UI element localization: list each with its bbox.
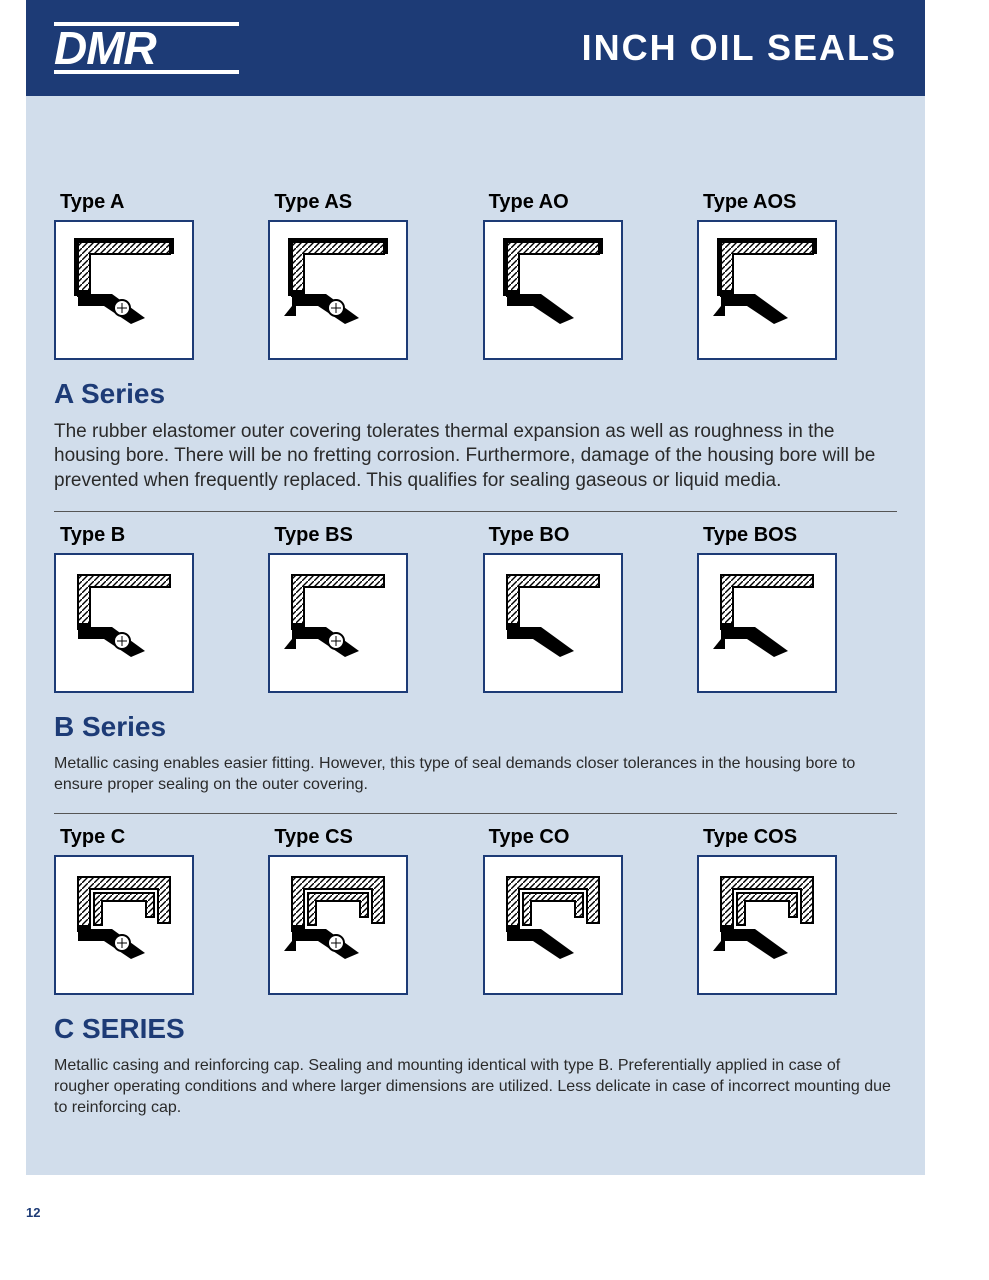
type-column: Type AOS	[697, 191, 897, 360]
series-a-type-row: Type A Type AS	[54, 191, 897, 360]
content-area: DMR INCH OIL SEALS Type A Type AS	[26, 0, 925, 1175]
section-divider	[54, 813, 897, 814]
seal-diagram-icon	[483, 855, 623, 995]
type-label: Type B	[60, 524, 254, 547]
series-b-type-row: Type B Type BS	[54, 524, 897, 693]
type-label: Type AS	[274, 191, 468, 214]
type-column: Type BOS	[697, 524, 897, 693]
type-label: Type BOS	[703, 524, 897, 547]
type-column: Type B	[54, 524, 254, 693]
type-label: Type AOS	[703, 191, 897, 214]
type-column: Type A	[54, 191, 254, 360]
type-label: Type AO	[489, 191, 683, 214]
type-label: Type BO	[489, 524, 683, 547]
seal-diagram-icon	[268, 553, 408, 693]
type-column: Type CS	[268, 826, 468, 995]
type-label: Type C	[60, 826, 254, 849]
type-label: Type CO	[489, 826, 683, 849]
type-label: Type COS	[703, 826, 897, 849]
section-divider	[54, 511, 897, 512]
page-title: INCH OIL SEALS	[582, 27, 897, 69]
seal-diagram-icon	[268, 855, 408, 995]
seal-diagram-icon	[268, 220, 408, 360]
seal-diagram-icon	[483, 553, 623, 693]
series-b-body: Metallic casing enables easier fitting. …	[54, 753, 897, 795]
header-banner: DMR INCH OIL SEALS	[26, 0, 925, 96]
type-column: Type COS	[697, 826, 897, 995]
type-label: Type BS	[274, 524, 468, 547]
seal-diagram-icon	[697, 553, 837, 693]
series-container: Type A Type AS	[26, 96, 925, 1118]
series-c-body: Metallic casing and reinforcing cap. Sea…	[54, 1055, 897, 1118]
type-column: Type AS	[268, 191, 468, 360]
seal-diagram-icon	[54, 220, 194, 360]
seal-diagram-icon	[697, 220, 837, 360]
series-c-type-row: Type C Type CS	[54, 826, 897, 995]
catalog-page: DMR INCH OIL SEALS Type A Type AS	[0, 0, 989, 1280]
type-column: Type AO	[483, 191, 683, 360]
series-a-title: A Series	[54, 378, 897, 410]
type-column: Type BS	[268, 524, 468, 693]
type-column: Type BO	[483, 524, 683, 693]
page-number: 12	[26, 1205, 40, 1220]
series-c-title: C SERIES	[54, 1013, 897, 1045]
seal-diagram-icon	[697, 855, 837, 995]
type-label: Type CS	[274, 826, 468, 849]
svg-text:DMR: DMR	[54, 22, 157, 74]
seal-diagram-icon	[54, 553, 194, 693]
seal-diagram-icon	[483, 220, 623, 360]
dmr-logo: DMR	[54, 18, 239, 78]
type-column: Type C	[54, 826, 254, 995]
type-column: Type CO	[483, 826, 683, 995]
series-a-body: The rubber elastomer outer covering tole…	[54, 420, 897, 493]
series-b-title: B Series	[54, 711, 897, 743]
seal-diagram-icon	[54, 855, 194, 995]
type-label: Type A	[60, 191, 254, 214]
